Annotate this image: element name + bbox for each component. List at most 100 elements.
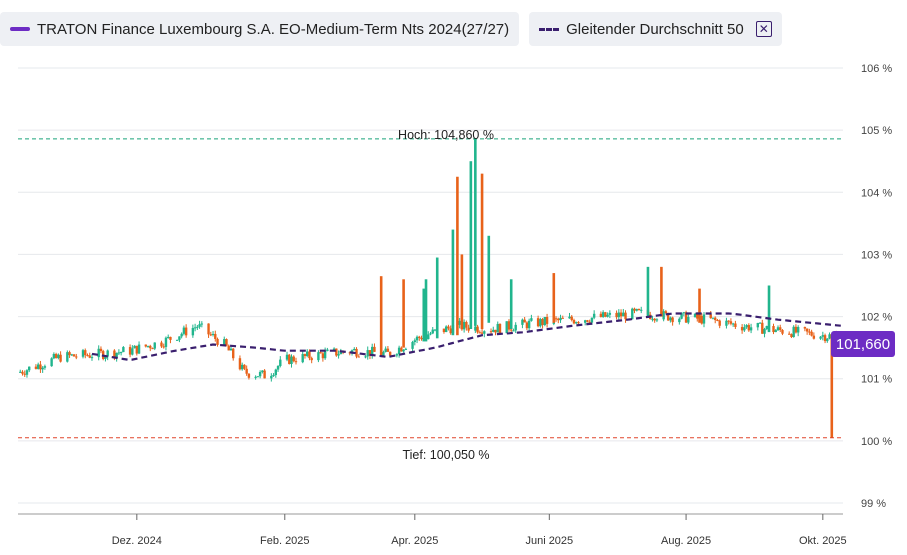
candle-body [68, 352, 71, 356]
candle-body [133, 345, 136, 349]
spike-candle [451, 229, 455, 336]
candle-body [514, 324, 517, 331]
candle-body [796, 327, 800, 333]
candle-body [716, 320, 719, 322]
candle-body [740, 326, 744, 331]
candle-body [727, 320, 730, 322]
candle-body [745, 325, 748, 328]
candle-body [498, 323, 502, 334]
candle-body [588, 321, 591, 323]
moving-average-path [91, 312, 841, 361]
candle-body [337, 354, 340, 356]
candle-body [285, 354, 289, 360]
candle-body [714, 317, 717, 321]
candle-body [458, 320, 461, 325]
candle-body [261, 370, 264, 372]
candle-body [709, 314, 712, 319]
legend-ma-chip[interactable]: Gleitender Durchschnitt 50 ✕ [529, 12, 782, 46]
candle-body [50, 358, 53, 367]
candle-body [601, 312, 605, 317]
y-tick-label: 105 % [861, 125, 892, 137]
candle-body [28, 366, 31, 371]
candle-body [301, 354, 304, 363]
candle-body [357, 356, 360, 358]
candle-body [743, 327, 746, 331]
spike-candle [456, 176, 459, 336]
candle-body [59, 354, 62, 362]
candle-body [792, 326, 795, 338]
candle-body [570, 316, 573, 321]
candle-body [572, 320, 576, 324]
candle-body [84, 350, 87, 356]
candle-body [763, 328, 766, 334]
price-spikes [379, 138, 834, 438]
candle-body [586, 320, 589, 322]
candle-body [624, 312, 627, 320]
candle-body [671, 317, 674, 323]
candle-body [371, 346, 374, 356]
candle-body [662, 311, 665, 320]
close-icon[interactable]: ✕ [755, 21, 772, 37]
candle-body [617, 312, 621, 318]
candle-body [559, 317, 562, 321]
spike-candle [487, 235, 491, 323]
candle-body [480, 332, 484, 334]
candle-body [368, 350, 372, 356]
candle-body [308, 351, 311, 359]
candle-body [57, 354, 60, 359]
candle-body [449, 328, 452, 334]
candle-body [545, 316, 549, 324]
candle-body [725, 320, 728, 326]
candle-body [119, 352, 123, 354]
candle-body [772, 326, 775, 333]
candle-body [211, 333, 215, 335]
candle-body [541, 319, 544, 326]
candle-body [505, 321, 508, 334]
candle-body [418, 336, 421, 338]
spike-candle [509, 279, 513, 329]
candle-body [635, 308, 638, 311]
candle-body [364, 356, 367, 358]
candle-body [34, 366, 38, 369]
spike-candle [767, 285, 771, 333]
candle-body [113, 350, 116, 358]
candle-body [577, 322, 580, 324]
candle-body [465, 321, 468, 328]
candle-body [492, 329, 495, 332]
spike-candle [474, 138, 477, 326]
y-axis: 106 % 105 % 104 % 103 % 102 % 101 % 100 % 99 % [861, 63, 892, 510]
candle-body [353, 348, 356, 351]
candle-body [72, 354, 76, 357]
candle-body [803, 327, 807, 329]
candle-body [539, 319, 542, 327]
candle-body [196, 326, 199, 328]
candle-body [131, 348, 134, 355]
candle-body [21, 371, 24, 374]
candle-body [319, 352, 322, 354]
candle-body [169, 336, 172, 340]
candle-body [462, 321, 466, 330]
y-tick-label: 101 % [861, 374, 892, 386]
candle-body [36, 364, 40, 369]
candle-body [355, 348, 358, 357]
candle-body [536, 318, 540, 327]
candle-body [523, 319, 526, 323]
candle-body [496, 323, 499, 333]
candle-body [238, 358, 242, 370]
candle-body [431, 329, 434, 334]
candle-body [209, 334, 212, 336]
candle-body [653, 318, 656, 321]
y-tick-label: 99 % [861, 498, 886, 510]
candle-body [476, 326, 479, 333]
candle-body [731, 323, 735, 325]
y-tick-label: 103 % [861, 249, 892, 261]
legend-ma-label: Gleitender Durchschnitt 50 [566, 20, 744, 38]
legend-series-chip[interactable]: TRATON Finance Luxembourg S.A. EO-Medium… [0, 12, 520, 46]
candle-body [666, 313, 670, 321]
spike-candle [646, 266, 650, 317]
candle-body [305, 351, 309, 357]
candle-body [332, 348, 336, 350]
low-annotation: Tief: 100,050 % [402, 448, 489, 462]
candle-body [384, 348, 387, 352]
candle-body [761, 322, 764, 334]
